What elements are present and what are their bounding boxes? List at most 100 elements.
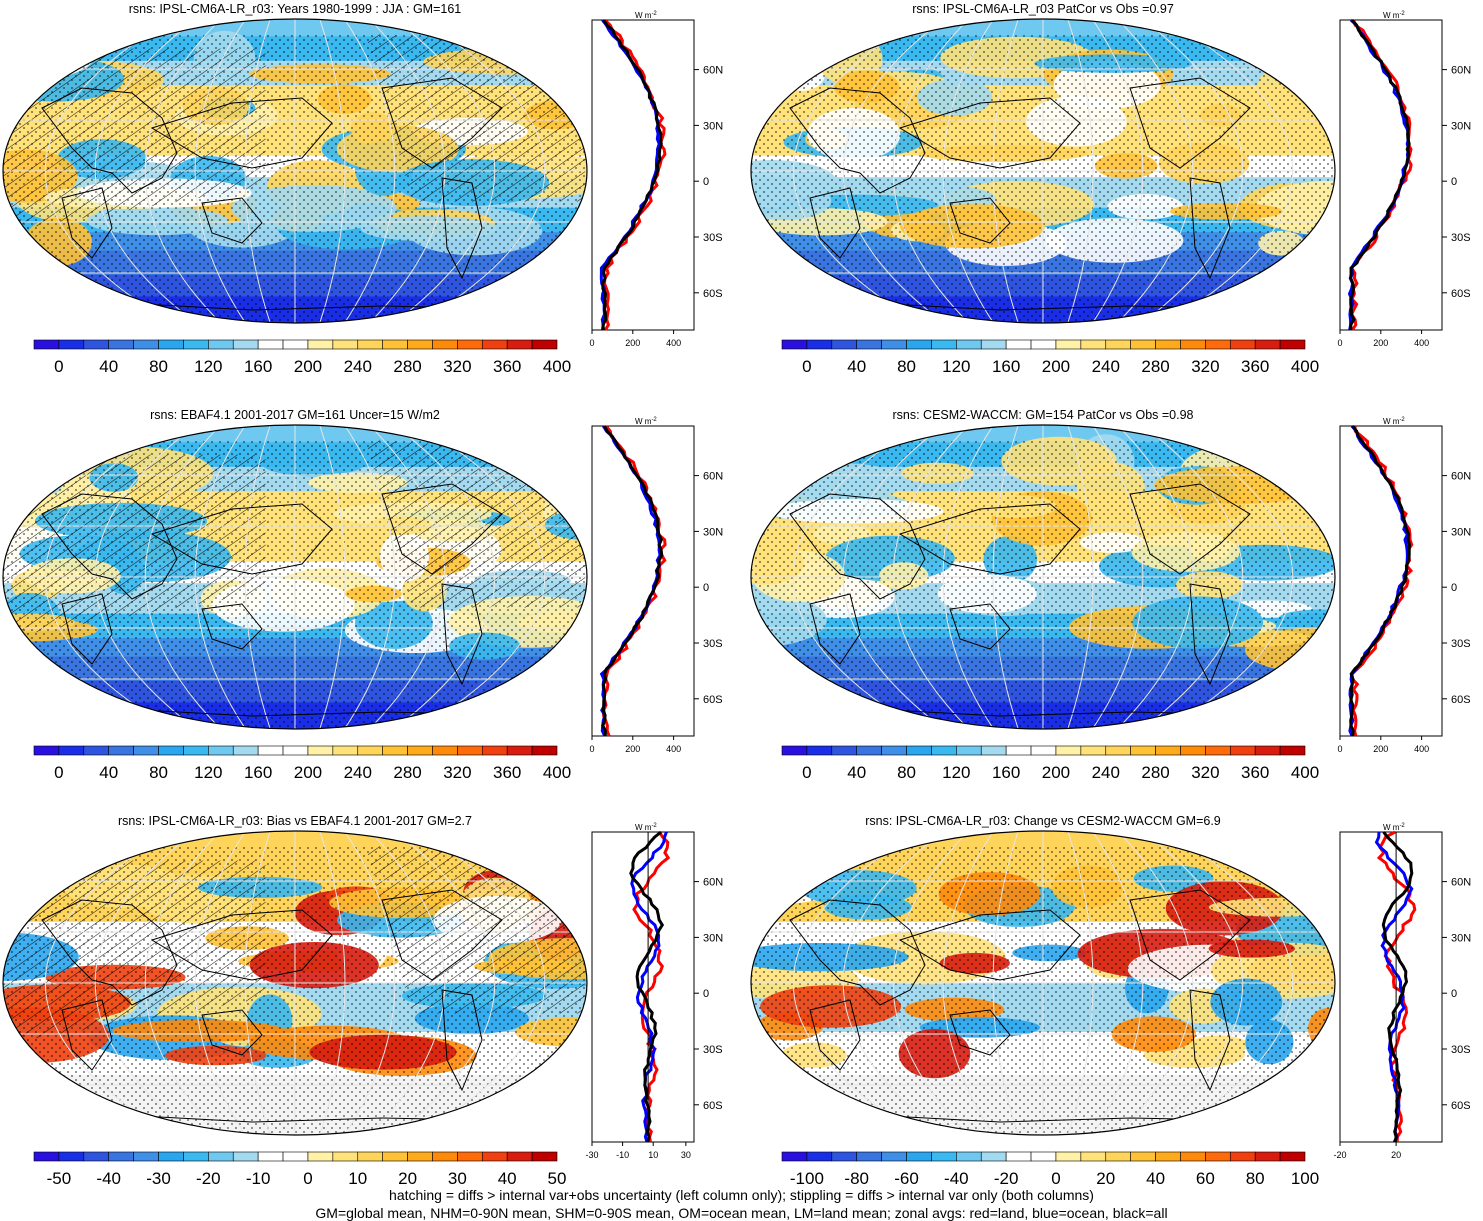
colorbar-swatch bbox=[232, 339, 259, 350]
colorbar-swatch bbox=[407, 339, 433, 350]
colorbar-swatch bbox=[831, 339, 858, 350]
colorbar-tick-label: 0 bbox=[802, 357, 811, 376]
lat-label: 0 bbox=[1451, 582, 1457, 594]
zonal-xtick-label: 200 bbox=[625, 338, 640, 348]
zonal-mean-profile: W m-2 60N 30N 0 30S 60S 0 200 400 bbox=[1337, 414, 1483, 754]
colorbar-swatch bbox=[183, 339, 209, 350]
zonal-units-label: W m-2 bbox=[635, 823, 657, 832]
colorbar-swatch bbox=[1205, 1151, 1231, 1162]
colorbar-tick-label: 80 bbox=[1246, 1169, 1265, 1188]
zonal-xtick-label: 200 bbox=[625, 744, 640, 754]
colorbar-swatch bbox=[332, 745, 359, 756]
lat-label: 30S bbox=[703, 638, 723, 650]
colorbar-swatch bbox=[357, 339, 383, 350]
map-panel-obs-climatology: rsns: EBAF4.1 2001-2017 GM=161 Uncer=15 … bbox=[0, 406, 735, 806]
colorbar-swatch bbox=[1130, 745, 1156, 756]
map-panel-change: rsns: IPSL-CM6A-LR_r03: Change vs CESM2-… bbox=[748, 812, 1483, 1212]
colorbar-tick-label: 400 bbox=[1291, 357, 1319, 376]
colorbar-swatch bbox=[58, 339, 85, 350]
colorbar-tick-label: 120 bbox=[194, 763, 222, 782]
colorbar-swatch bbox=[1155, 745, 1181, 756]
colorbar-swatch bbox=[1005, 745, 1032, 756]
colorbar-tick-label: 80 bbox=[897, 763, 916, 782]
colorbar-swatch bbox=[457, 339, 483, 350]
colorbar-tick-label: 30 bbox=[448, 1169, 467, 1188]
colorbar-swatch bbox=[1180, 745, 1206, 756]
colorbar-tick-label: -80 bbox=[844, 1169, 869, 1188]
colorbar-swatch bbox=[881, 1151, 907, 1162]
zonal-all-line bbox=[629, 830, 665, 1143]
colorbar-swatch bbox=[806, 1151, 833, 1162]
colorbar-swatch bbox=[1229, 745, 1256, 756]
colorbar-swatch bbox=[357, 745, 383, 756]
colorbar-tick-label: 160 bbox=[992, 357, 1020, 376]
colorbar-swatch bbox=[1030, 339, 1057, 350]
colorbar-tick-label: 280 bbox=[1141, 763, 1169, 782]
lat-label: 60S bbox=[703, 694, 723, 706]
zonal-ocean-line bbox=[1348, 424, 1410, 737]
colorbar-swatch bbox=[407, 1151, 433, 1162]
colorbar-tick-label: 40 bbox=[498, 1169, 517, 1188]
colorbar-swatch bbox=[1254, 1151, 1281, 1162]
zonal-mean-profile: W m-2 60N 30N 0 30S 60S 0 200 400 bbox=[589, 414, 735, 754]
colorbar-tick-label: -30 bbox=[146, 1169, 171, 1188]
colorbar-swatch bbox=[83, 339, 110, 350]
colorbar-tick-label: 200 bbox=[1042, 763, 1070, 782]
colorbar-swatch bbox=[781, 339, 808, 350]
footer-legend-note: GM=global mean, NHM=0-90N mean, SHM=0-90… bbox=[315, 1205, 1168, 1221]
colorbar-tick-label: 160 bbox=[992, 763, 1020, 782]
zonal-xtick-label: 400 bbox=[666, 338, 681, 348]
zonal-xtick-label: 0 bbox=[1337, 338, 1342, 348]
colorbar-tick-label: 40 bbox=[99, 357, 118, 376]
zonal-all-line bbox=[1381, 831, 1414, 1143]
colorbar-swatch bbox=[1155, 1151, 1181, 1162]
colorbar-swatch bbox=[881, 339, 907, 350]
colorbar-swatch bbox=[133, 1151, 159, 1162]
colorbar-tick-label: -40 bbox=[944, 1169, 969, 1188]
colorbar-swatch bbox=[457, 745, 483, 756]
colorbar-swatch bbox=[1279, 339, 1306, 350]
lat-label: 0 bbox=[1451, 176, 1457, 188]
map-panel-model-patcor: rsns: IPSL-CM6A-LR_r03 PatCor vs Obs =0.… bbox=[748, 0, 1483, 400]
lat-label: 60S bbox=[1451, 288, 1471, 300]
colorbar-swatch bbox=[58, 1151, 85, 1162]
map-panel-cesm2-waccm: rsns: CESM2-WACCM: GM=154 PatCor vs Obs … bbox=[748, 406, 1483, 806]
zonal-units-label: W m-2 bbox=[635, 11, 657, 20]
colorbar-tick-label: 0 bbox=[802, 763, 811, 782]
colorbar-tick-label: 0 bbox=[1051, 1169, 1060, 1188]
colorbar-swatch bbox=[980, 1151, 1007, 1162]
panel-title: rsns: IPSL-CM6A-LR_r03: Bias vs EBAF4.1 … bbox=[118, 814, 472, 828]
colorbar-swatch bbox=[1180, 1151, 1206, 1162]
colorbar-swatch bbox=[481, 1151, 508, 1162]
zonal-units-label: W m-2 bbox=[1383, 11, 1405, 20]
colorbar-tick-label: 0 bbox=[54, 357, 63, 376]
zonal-units-label: W m-2 bbox=[1383, 823, 1405, 832]
colorbar-swatch bbox=[481, 745, 508, 756]
colorbar-swatch bbox=[856, 339, 882, 350]
colorbar-swatch bbox=[806, 745, 833, 756]
zonal-xtick-label: 20 bbox=[1391, 1150, 1401, 1160]
colorbar-swatch bbox=[332, 339, 359, 350]
colorbar-swatch bbox=[1205, 339, 1231, 350]
colorbar-swatch bbox=[282, 339, 309, 350]
robinson-map bbox=[2, 18, 588, 324]
colorbar-tick-label: 160 bbox=[244, 763, 272, 782]
colorbar-swatch bbox=[432, 1151, 458, 1162]
colorbar-swatch bbox=[931, 1151, 957, 1162]
colorbar-swatch bbox=[208, 745, 234, 756]
colorbar-swatch bbox=[1279, 1151, 1306, 1162]
colorbar-tick-label: 280 bbox=[1141, 357, 1169, 376]
colorbar-swatch bbox=[83, 745, 110, 756]
robinson-map bbox=[750, 18, 1336, 324]
colorbar-swatch bbox=[506, 745, 533, 756]
zonal-land-line bbox=[632, 831, 671, 1143]
colorbar-swatch bbox=[282, 1151, 309, 1162]
zonal-xtick-label: -20 bbox=[1333, 1150, 1346, 1160]
colorbar-swatch bbox=[956, 339, 982, 350]
colorbar-swatch bbox=[232, 745, 259, 756]
zonal-all-line bbox=[601, 19, 663, 331]
zonal-mean-profile: W m-2 60N 30N 0 30S 60S 0 200 400 bbox=[589, 8, 735, 348]
footer-hatching-note: hatching = diffs > internal var+obs unce… bbox=[389, 1187, 1094, 1203]
colorbar-tick-label: 160 bbox=[244, 357, 272, 376]
colorbar-tick-label: 80 bbox=[897, 357, 916, 376]
